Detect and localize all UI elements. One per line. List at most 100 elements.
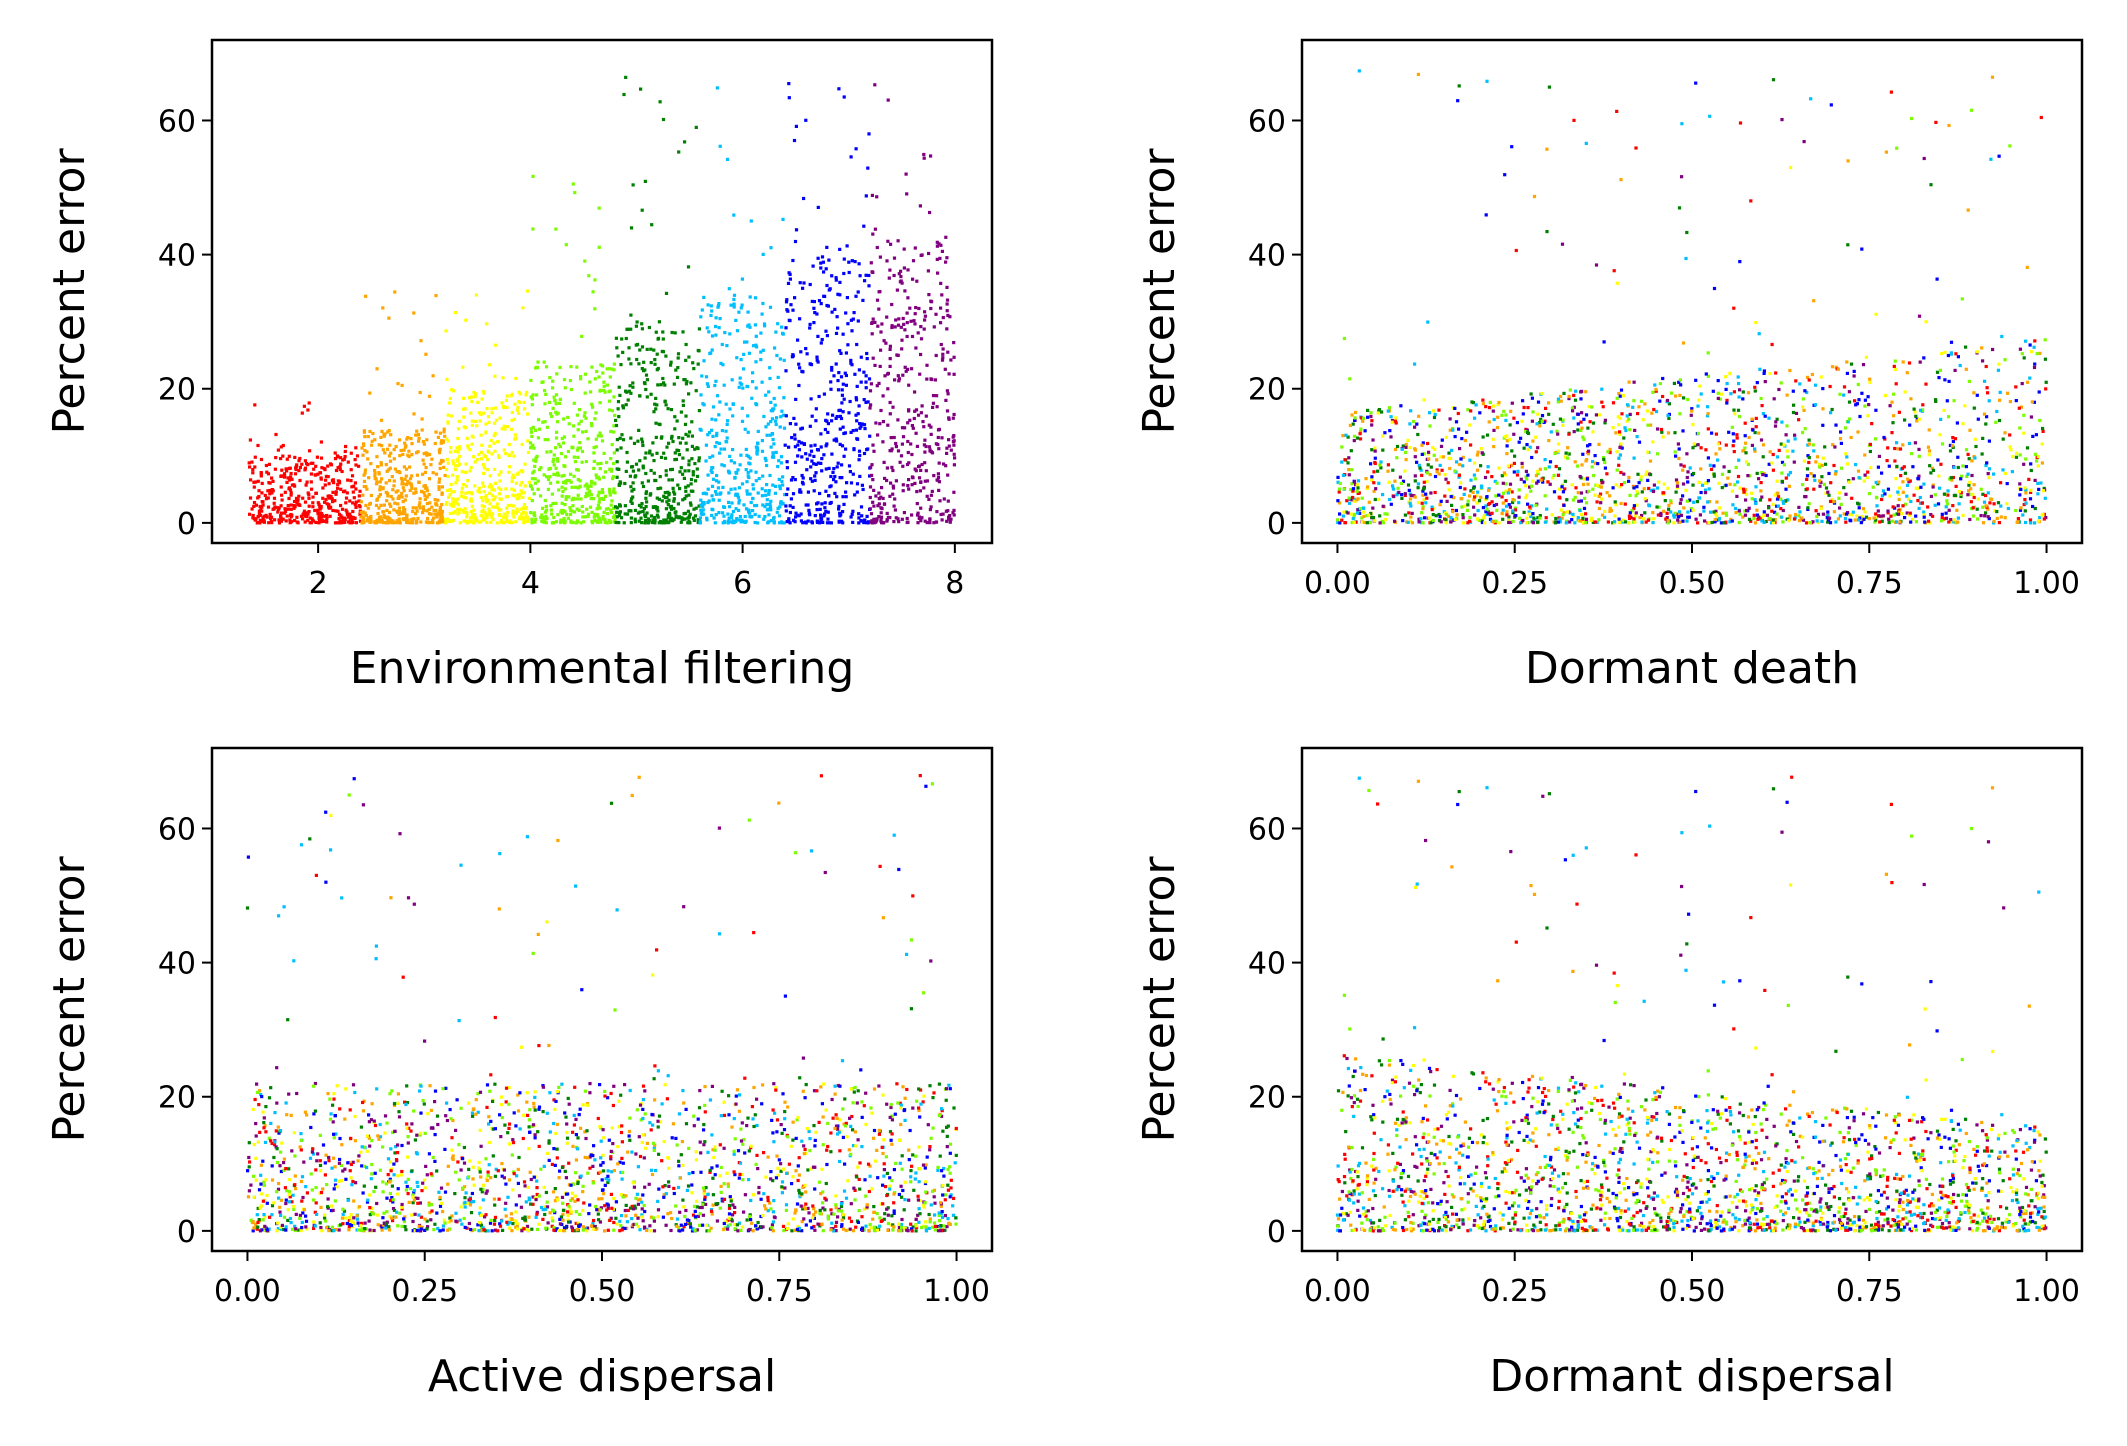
scatter-point [681, 436, 685, 440]
scatter-point [630, 497, 634, 501]
scatter-point [815, 502, 819, 506]
scatter-point [445, 377, 449, 381]
scatter-point [323, 483, 327, 487]
scatter-point [914, 306, 918, 310]
scatter-point [387, 454, 392, 458]
scatter-point [936, 271, 940, 275]
scatter-point [1413, 495, 1417, 499]
scatter-point [1838, 506, 1842, 510]
scatter-point [505, 519, 509, 523]
scatter-point [497, 473, 501, 477]
scatter-point [756, 441, 760, 445]
scatter-point [1372, 489, 1376, 493]
scatter-point [380, 519, 384, 523]
scatter-point [591, 405, 595, 409]
scatter-point [1868, 449, 1872, 454]
scatter-point [1603, 515, 1607, 519]
scatter-point [293, 484, 297, 488]
scatter-point [554, 436, 559, 440]
scatter-point [1634, 511, 1638, 515]
scatter-point [2036, 464, 2040, 468]
scatter-point [679, 410, 683, 414]
scatter-point [2014, 455, 2019, 459]
scatter-point [764, 458, 768, 463]
scatter-point [398, 438, 402, 442]
scatter-point [520, 481, 524, 485]
scatter-point [751, 371, 755, 375]
scatter-point [369, 514, 373, 519]
scatter-point [715, 434, 719, 438]
scatter-point [682, 512, 686, 516]
scatter-point [261, 518, 265, 522]
scatter-point [286, 504, 290, 508]
scatter-point [386, 515, 390, 519]
scatter-point [735, 356, 739, 360]
scatter-point [1958, 363, 1962, 368]
scatter-point [477, 520, 481, 524]
scatter-point [571, 424, 576, 428]
scatter-point [1672, 521, 1676, 525]
scatter-point [631, 495, 635, 499]
scatter-point [824, 329, 828, 333]
scatter-point [1429, 465, 1433, 469]
scatter-point [1901, 504, 1905, 508]
scatter-point [734, 520, 738, 524]
scatter-point [806, 519, 810, 523]
scatter-point [918, 372, 922, 376]
scatter-point [1972, 495, 1976, 500]
scatter-point [523, 518, 527, 522]
scatter-point [888, 344, 892, 348]
scatter-point [594, 411, 598, 415]
scatter-point [447, 495, 451, 499]
scatter-point [599, 363, 603, 367]
scatter-point [590, 479, 594, 483]
scatter-point [629, 436, 633, 440]
scatter-point [598, 388, 602, 392]
scatter-point [382, 513, 386, 517]
scatter-point [274, 432, 278, 437]
scatter-point [842, 502, 846, 506]
scatter-point [648, 449, 652, 453]
scatter-point [629, 226, 634, 230]
scatter-point [579, 377, 583, 381]
scatter-point [555, 372, 559, 376]
scatter-point [1914, 514, 1918, 518]
scatter-point [1834, 520, 1838, 524]
scatter-point [442, 427, 446, 431]
scatter-point [946, 473, 950, 477]
scatter-point [403, 508, 407, 512]
scatter-point [410, 484, 414, 488]
scatter-point [839, 416, 844, 421]
scatter-point [518, 392, 523, 396]
scatter-point [420, 417, 424, 421]
scatter-point [592, 515, 596, 519]
scatter-point [1759, 515, 1763, 519]
scatter-point [398, 510, 402, 514]
scatter-point [607, 367, 611, 371]
scatter-point [906, 268, 910, 272]
scatter-point [910, 424, 914, 428]
scatter-point [1846, 420, 1850, 424]
scatter-point [936, 428, 941, 432]
scatter-point [659, 436, 663, 440]
scatter-point [409, 521, 413, 525]
scatter-point [768, 503, 772, 507]
scatter-point [783, 493, 787, 497]
scatter-point [505, 514, 509, 518]
scatter-point [352, 496, 356, 500]
scatter-point [1691, 508, 1695, 512]
scatter-point [484, 497, 488, 501]
scatter-point [1460, 505, 1464, 509]
scatter-point [265, 470, 269, 474]
scatter-point [1538, 514, 1542, 518]
scatter-point [640, 367, 644, 371]
scatter-point [789, 303, 793, 307]
scatter-point [936, 435, 940, 440]
scatter-point [362, 473, 366, 477]
scatter-point [484, 430, 488, 434]
scatter-point [1406, 483, 1411, 487]
scatter-point [406, 479, 410, 483]
scatter-point [670, 478, 674, 482]
scatter-point [1721, 511, 1725, 515]
scatter-point [692, 367, 696, 371]
